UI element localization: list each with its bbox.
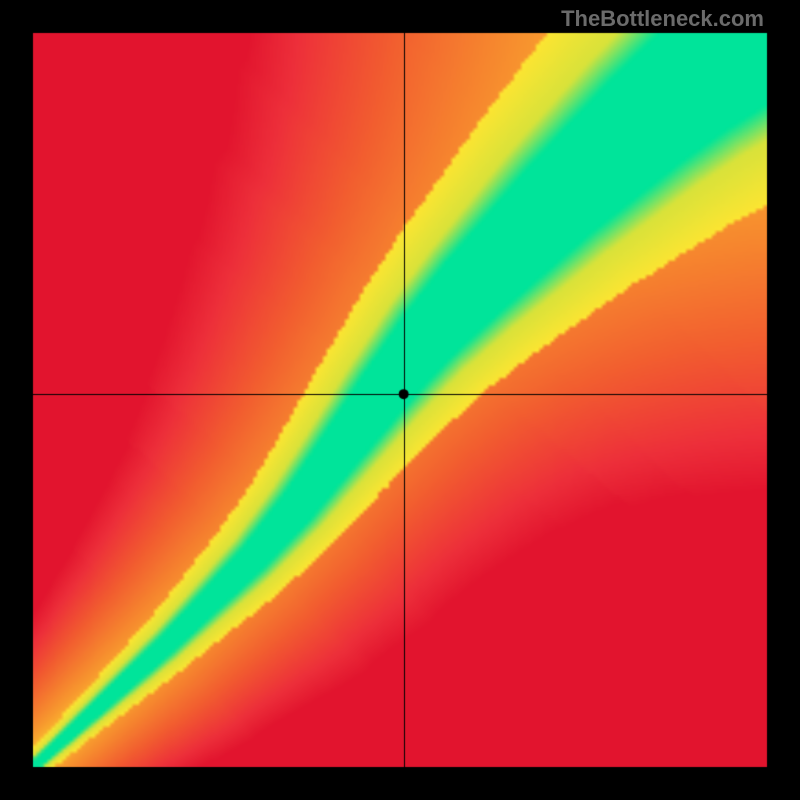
bottleneck-heatmap	[0, 0, 800, 800]
watermark-text: TheBottleneck.com	[561, 6, 764, 32]
chart-frame: TheBottleneck.com	[0, 0, 800, 800]
